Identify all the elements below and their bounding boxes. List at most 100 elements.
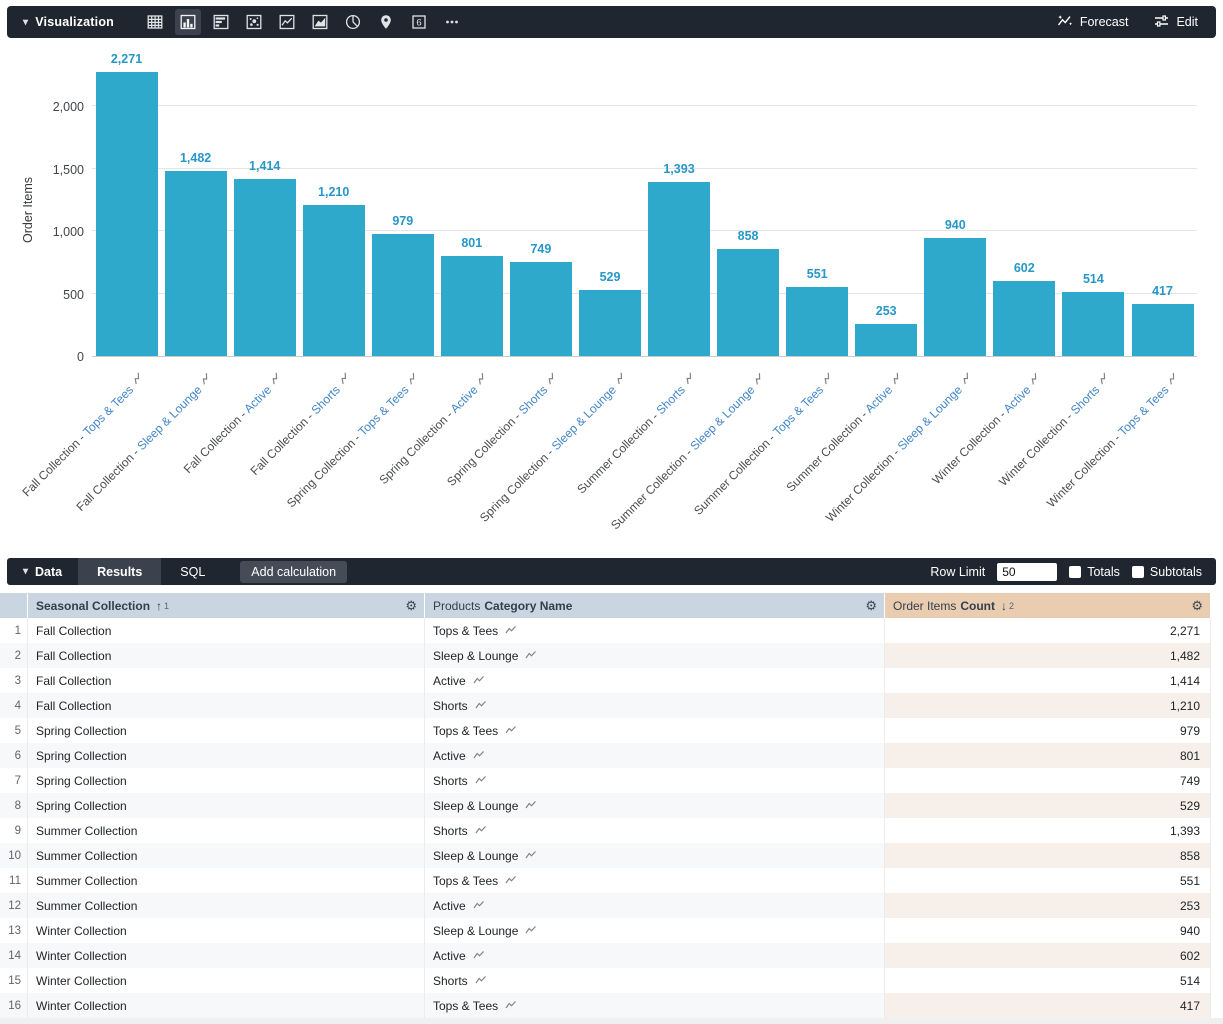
data-section-toggle[interactable]: ▾ Data bbox=[7, 565, 78, 579]
collection-cell[interactable]: Fall Collection bbox=[28, 643, 425, 668]
x-axis-label[interactable]: Summer Collection - Sleep & Lounge bbox=[608, 370, 770, 532]
count-cell[interactable]: 801 bbox=[885, 743, 1211, 768]
count-cell[interactable]: 1,393 bbox=[885, 818, 1211, 843]
column-gear-icon[interactable]: ⚙ bbox=[405, 598, 417, 613]
count-cell[interactable]: 749 bbox=[885, 768, 1211, 793]
x-axis-label[interactable]: Spring Collection - Sleep & Lounge bbox=[477, 370, 632, 525]
category-cell[interactable]: Shorts bbox=[425, 818, 885, 843]
count-cell[interactable]: 1,482 bbox=[885, 643, 1211, 668]
count-cell[interactable]: 858 bbox=[885, 843, 1211, 868]
tab-sql[interactable]: SQL bbox=[180, 564, 206, 579]
chart-bar[interactable] bbox=[302, 205, 365, 356]
x-axis-label[interactable]: Fall Collection - Tops & Tees bbox=[19, 370, 148, 499]
x-axis-label[interactable]: Winter Collection - Shorts bbox=[996, 370, 1115, 489]
visualization-section-toggle[interactable]: ▾ Visualization bbox=[7, 15, 128, 29]
forecast-button[interactable]: Forecast bbox=[1057, 14, 1128, 31]
category-cell[interactable]: Tops & Tees bbox=[425, 718, 885, 743]
count-cell[interactable]: 940 bbox=[885, 918, 1211, 943]
x-label-category[interactable]: Sleep & Lounge bbox=[134, 382, 205, 454]
category-cell[interactable]: Sleep & Lounge bbox=[425, 643, 885, 668]
pie-chart-icon[interactable] bbox=[340, 9, 366, 35]
collection-cell[interactable]: Fall Collection bbox=[28, 618, 425, 643]
collection-cell[interactable]: Spring Collection bbox=[28, 768, 425, 793]
x-axis-label[interactable]: Fall Collection - Active bbox=[180, 370, 286, 476]
chart-bar[interactable] bbox=[95, 72, 158, 356]
chart-bar[interactable] bbox=[993, 281, 1056, 356]
x-axis-label[interactable]: Winter Collection - Tops & Tees bbox=[1044, 370, 1184, 510]
chart-bar[interactable] bbox=[164, 171, 227, 356]
x-label-category[interactable]: Sleep & Lounge bbox=[686, 382, 758, 454]
chart-bar[interactable] bbox=[371, 234, 434, 356]
x-axis-label[interactable]: Fall Collection - Sleep & Lounge bbox=[74, 370, 218, 514]
count-cell[interactable]: 253 bbox=[885, 893, 1211, 918]
category-cell[interactable]: Active bbox=[425, 893, 885, 918]
collection-cell[interactable]: Fall Collection bbox=[28, 693, 425, 718]
table-chart-icon[interactable] bbox=[142, 9, 168, 35]
category-cell[interactable]: Shorts bbox=[425, 968, 885, 993]
add-calculation-button[interactable]: Add calculation bbox=[240, 560, 348, 583]
edit-button[interactable]: Edit bbox=[1154, 14, 1198, 31]
x-axis-label[interactable]: Summer Collection - Tops & Tees bbox=[691, 370, 839, 518]
category-cell[interactable]: Active bbox=[425, 943, 885, 968]
collection-cell[interactable]: Winter Collection bbox=[28, 918, 425, 943]
x-axis-label[interactable]: Spring Collection - Active bbox=[377, 370, 494, 487]
x-axis-label[interactable]: Summer Collection - Shorts bbox=[575, 370, 701, 496]
collection-cell[interactable]: Spring Collection bbox=[28, 793, 425, 818]
column-gear-icon[interactable]: ⚙ bbox=[1191, 598, 1203, 613]
x-label-category[interactable]: Tops & Tees bbox=[770, 382, 827, 439]
collection-cell[interactable]: Summer Collection bbox=[28, 893, 425, 918]
count-cell[interactable]: 1,414 bbox=[885, 668, 1211, 693]
category-cell[interactable]: Shorts bbox=[425, 768, 885, 793]
chart-bar[interactable] bbox=[855, 324, 918, 356]
category-cell[interactable]: Active bbox=[425, 743, 885, 768]
chart-bar[interactable] bbox=[717, 249, 780, 356]
x-label-category[interactable]: Tops & Tees bbox=[356, 382, 412, 439]
scatter-plot-icon[interactable] bbox=[241, 9, 267, 35]
count-cell[interactable]: 514 bbox=[885, 968, 1211, 993]
collection-cell[interactable]: Summer Collection bbox=[28, 843, 425, 868]
chart-bar[interactable] bbox=[440, 256, 503, 356]
x-axis-label[interactable]: Fall Collection - Shorts bbox=[248, 370, 356, 478]
category-cell[interactable]: Shorts bbox=[425, 693, 885, 718]
collection-cell[interactable]: Winter Collection bbox=[28, 943, 425, 968]
category-cell[interactable]: Sleep & Lounge bbox=[425, 918, 885, 943]
chart-bar[interactable] bbox=[509, 262, 572, 356]
x-label-category[interactable]: Tops & Tees bbox=[1115, 382, 1172, 439]
chart-bar[interactable] bbox=[233, 179, 296, 356]
x-axis-label[interactable]: Winter Collection - Active bbox=[929, 370, 1046, 487]
tab-results[interactable]: Results bbox=[78, 558, 162, 585]
collection-cell[interactable]: Fall Collection bbox=[28, 668, 425, 693]
collection-cell[interactable]: Summer Collection bbox=[28, 868, 425, 893]
collection-cell[interactable]: Winter Collection bbox=[28, 968, 425, 993]
category-cell[interactable]: Tops & Tees bbox=[425, 868, 885, 893]
count-cell[interactable]: 602 bbox=[885, 943, 1211, 968]
chart-bar[interactable] bbox=[579, 290, 641, 356]
x-axis-label[interactable]: Winter Collection - Sleep & Lounge bbox=[823, 370, 978, 525]
column-header-order-items-count[interactable]: Order Items Count ↓ 2 ⚙ bbox=[885, 593, 1211, 618]
count-cell[interactable]: 417 bbox=[885, 993, 1211, 1018]
category-cell[interactable]: Active bbox=[425, 668, 885, 693]
x-label-category[interactable]: Tops & Tees bbox=[79, 382, 136, 439]
column-header-category-name[interactable]: Products Category Name ⚙ bbox=[425, 593, 885, 618]
area-chart-icon[interactable] bbox=[307, 9, 333, 35]
collection-cell[interactable]: Winter Collection bbox=[28, 993, 425, 1018]
chart-bar[interactable] bbox=[786, 287, 849, 356]
chart-bar[interactable] bbox=[648, 182, 710, 356]
collection-cell[interactable]: Summer Collection bbox=[28, 818, 425, 843]
count-cell[interactable]: 529 bbox=[885, 793, 1211, 818]
row-limit-input[interactable] bbox=[997, 562, 1058, 581]
totals-checkbox[interactable]: Totals bbox=[1069, 565, 1120, 579]
x-axis-label[interactable]: Spring Collection - Tops & Tees bbox=[284, 370, 424, 510]
x-axis-label[interactable]: Spring Collection - Shorts bbox=[444, 370, 563, 489]
line-chart-icon[interactable] bbox=[274, 9, 300, 35]
category-cell[interactable]: Tops & Tees bbox=[425, 993, 885, 1018]
count-cell[interactable]: 1,210 bbox=[885, 693, 1211, 718]
collection-cell[interactable]: Spring Collection bbox=[28, 743, 425, 768]
category-cell[interactable]: Sleep & Lounge bbox=[425, 793, 885, 818]
x-label-category[interactable]: Sleep & Lounge bbox=[894, 382, 965, 454]
chart-bar[interactable] bbox=[924, 238, 987, 356]
x-axis-label[interactable]: Summer Collection - Active bbox=[784, 370, 909, 495]
collection-cell[interactable]: Spring Collection bbox=[28, 718, 425, 743]
category-cell[interactable]: Sleep & Lounge bbox=[425, 843, 885, 868]
category-cell[interactable]: Tops & Tees bbox=[425, 618, 885, 643]
